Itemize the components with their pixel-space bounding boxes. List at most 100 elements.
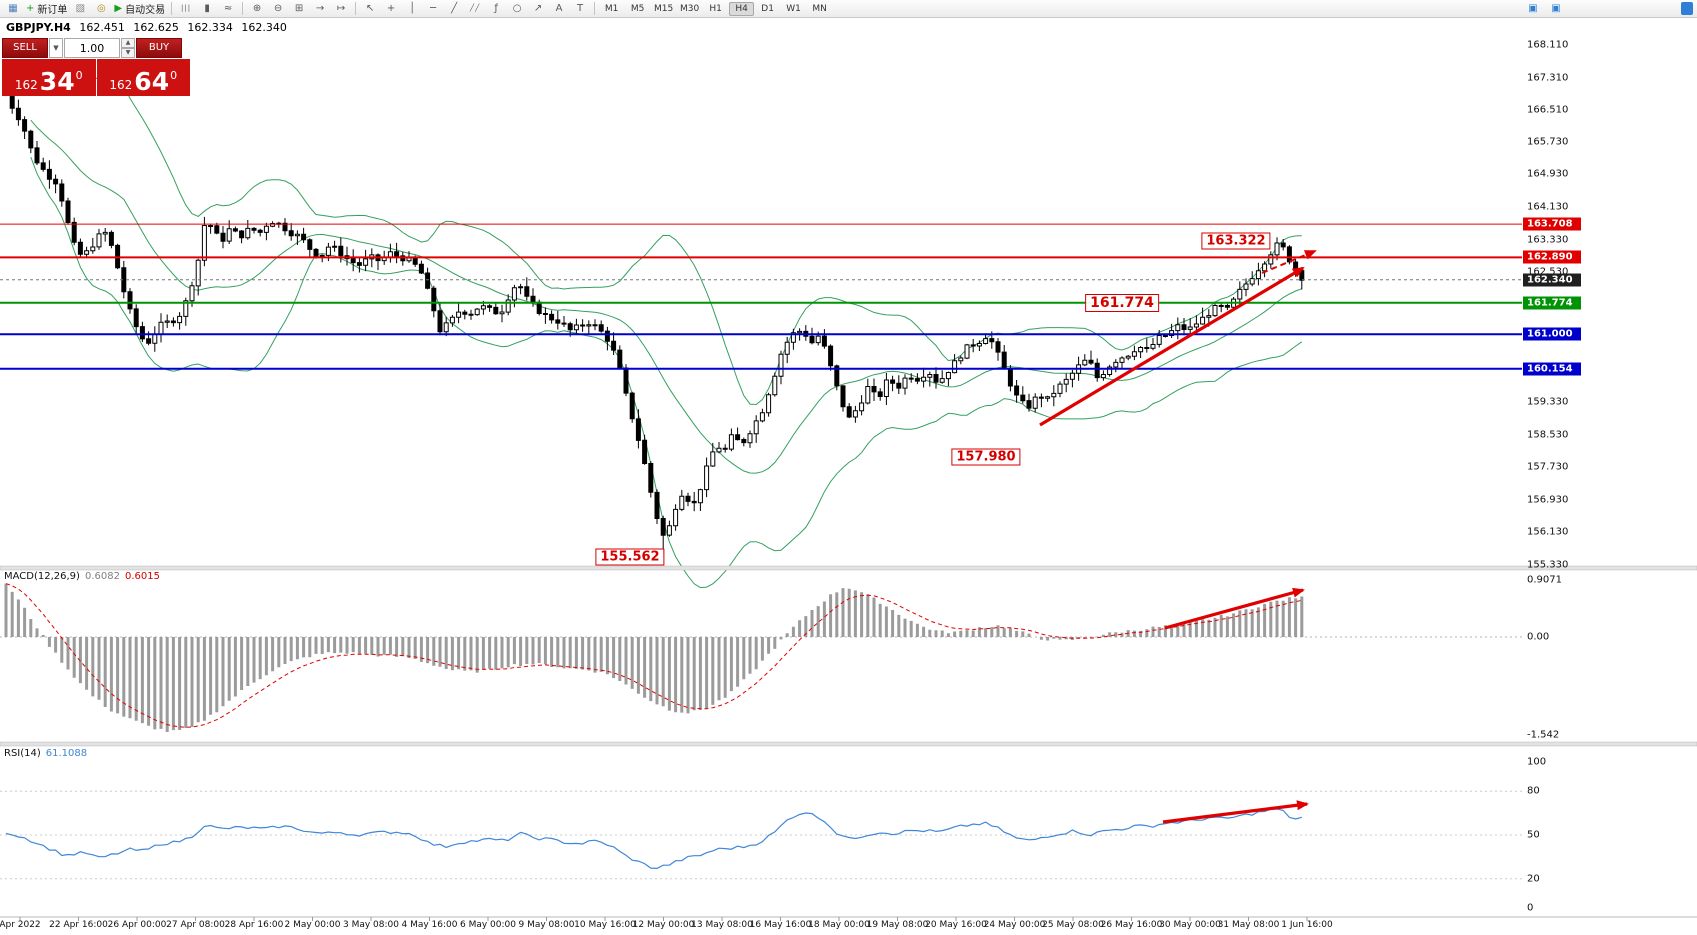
crosshair-icon[interactable]: + bbox=[381, 1, 401, 16]
new-order-button[interactable]: + 新订单 bbox=[24, 1, 69, 16]
macd-trend-arrow[interactable] bbox=[1164, 587, 1305, 630]
price-annotation-label[interactable]: 163.322 bbox=[1201, 232, 1271, 250]
zoom-in-icon[interactable]: ⊕ bbox=[247, 1, 267, 16]
macd-axis-tick: -1.542 bbox=[1527, 729, 1560, 741]
chart-panel-icon-1[interactable]: ▣ bbox=[1523, 1, 1543, 16]
volume-input[interactable] bbox=[64, 38, 120, 58]
buy-price-int: 162 bbox=[109, 77, 133, 92]
time-axis-label: 4 May 16:00 bbox=[401, 920, 458, 930]
spinner-up-icon[interactable]: ▲ bbox=[121, 38, 135, 48]
zoom-out-icon[interactable]: ⊖ bbox=[268, 1, 288, 16]
macd-indicator-label: MACD(12,26,9) 0.6082 0.6015 bbox=[4, 571, 160, 582]
rsi-axis-tick: 50 bbox=[1527, 829, 1540, 841]
timeframe-button-w1[interactable]: W1 bbox=[786, 3, 801, 14]
main-toolbar: ▦ + 新订单 ▧ ◎ ▶ 自动交易 ||| ▮ ≈ ⊕ ⊖ ⊞ → ↦ ↖ + │ ─ ╱ ╱╱ ƒ ○ ↗ A T M1 M5 M1… bbox=[0, 0, 1697, 18]
toolbar-right-icons: ▣ ▣ bbox=[1523, 1, 1566, 16]
fibonacci-icon[interactable]: ƒ bbox=[486, 1, 506, 16]
time-axis-label: 2 May 00:00 bbox=[284, 920, 341, 930]
time-axis-label: 28 Apr 16:00 bbox=[224, 920, 284, 930]
trendline-icon[interactable]: ╱ bbox=[444, 1, 464, 16]
horizontal-line-icon: ─ bbox=[430, 2, 437, 14]
rsi-axis-tick: 20 bbox=[1527, 873, 1540, 885]
timeframe-button-h1[interactable]: H1 bbox=[709, 3, 722, 14]
time-axis-label: 27 Apr 08:00 bbox=[166, 920, 225, 930]
timeframe-button-m15[interactable]: M15 bbox=[653, 3, 674, 14]
trend-arrows bbox=[1039, 250, 1317, 824]
price-annotation-label[interactable]: 155.562 bbox=[595, 548, 665, 566]
text-tool-icon[interactable]: A bbox=[549, 1, 569, 16]
chart-shift-icon: ↦ bbox=[336, 2, 346, 14]
sell-price-display[interactable]: 162 34 0 bbox=[2, 59, 96, 96]
price-annotation-label[interactable]: 161.774 bbox=[1085, 294, 1159, 312]
chart-panel-icon-2[interactable]: ▣ bbox=[1546, 1, 1566, 16]
time-axis-label: 22 Apr 16:00 bbox=[49, 920, 108, 930]
price-axis-tick: 164.930 bbox=[1527, 168, 1569, 180]
sell-button[interactable]: SELL bbox=[2, 38, 48, 58]
channel-icon: ╱╱ bbox=[469, 4, 481, 12]
price-axis-tick: 168.110 bbox=[1527, 39, 1569, 51]
label-tool-icon[interactable]: T bbox=[570, 1, 590, 16]
time-axis-label: 1 Jun 16:00 bbox=[1281, 920, 1333, 930]
timeframe-button-d1[interactable]: D1 bbox=[761, 3, 774, 14]
ohlc-open: 162.451 bbox=[79, 21, 125, 34]
channel-icon[interactable]: ╱╱ bbox=[465, 1, 485, 16]
rsi-axis-tick: 100 bbox=[1527, 756, 1547, 768]
rsi-value: 61.1088 bbox=[45, 748, 88, 759]
macd-panel-splitter[interactable] bbox=[0, 565, 1697, 571]
rsi-trend-arrow[interactable] bbox=[1162, 800, 1309, 824]
charts-grid-icon[interactable]: ▦ bbox=[3, 1, 23, 16]
timeframe-button-h4[interactable]: H4 bbox=[729, 1, 755, 16]
tile-windows-icon[interactable]: ⊞ bbox=[289, 1, 309, 16]
candlestick-icon[interactable]: ▮ bbox=[197, 1, 217, 16]
volume-spinner[interactable]: ▲ ▼ bbox=[121, 38, 135, 58]
cursor-icon[interactable]: ↖ bbox=[360, 1, 380, 16]
chart-shift-icon[interactable]: ↦ bbox=[331, 1, 351, 16]
timeframe-button-m30[interactable]: M30 bbox=[679, 3, 700, 14]
price-axis-tick: 166.510 bbox=[1527, 104, 1569, 116]
rsi-panel-splitter[interactable] bbox=[0, 741, 1697, 747]
sell-price-point: 0 bbox=[75, 69, 83, 82]
chart-profiles-icon[interactable]: ▧ bbox=[70, 1, 90, 16]
symbol-name: GBPJPY.H4 bbox=[6, 21, 71, 34]
ohlc-high: 162.625 bbox=[133, 21, 179, 34]
auto-trading-button[interactable]: ▶ 自动交易 bbox=[112, 1, 167, 16]
price-axis-tick: 155.330 bbox=[1527, 559, 1569, 571]
timeframe-button-m5[interactable]: M5 bbox=[630, 3, 645, 14]
time-axis-label: 30 May 00:00 bbox=[1159, 920, 1221, 930]
arrows-tool-icon[interactable]: ↗ bbox=[528, 1, 548, 16]
time-axis-label: 31 May 08:00 bbox=[1217, 920, 1280, 930]
timeframe-button-m1[interactable]: M1 bbox=[604, 3, 619, 14]
new-order-button-label: 新订单 bbox=[37, 5, 68, 16]
symbol-ohlc-readout: GBPJPY.H4 162.451 162.625 162.334 162.34… bbox=[6, 21, 292, 34]
horizontal-line-icon[interactable]: ─ bbox=[423, 1, 443, 16]
price-axis-tick: 158.530 bbox=[1527, 429, 1569, 441]
timeframe-button-mn[interactable]: MN bbox=[812, 3, 827, 14]
alerts-icon[interactable]: ◎ bbox=[91, 1, 111, 16]
ohlc-close: 162.340 bbox=[241, 21, 287, 34]
text-tool-icon: A bbox=[555, 2, 563, 14]
volume-dropdown-icon[interactable]: ▼ bbox=[49, 38, 63, 58]
shapes-icon[interactable]: ○ bbox=[507, 1, 527, 16]
shapes-icon: ○ bbox=[512, 2, 522, 14]
buy-price-display[interactable]: 162 64 0 bbox=[96, 59, 190, 96]
time-axis-label: 6 May 00:00 bbox=[460, 920, 516, 930]
rsi-axis-tick: 0 bbox=[1527, 902, 1534, 914]
vertical-line-icon[interactable]: │ bbox=[402, 1, 422, 16]
macd-histogram bbox=[4, 583, 1304, 732]
line-chart-icon[interactable]: ≈ bbox=[218, 1, 238, 16]
trade-price-row: 162 34 0 162 64 0 bbox=[2, 59, 190, 96]
price-trend-arrow[interactable] bbox=[1039, 266, 1305, 427]
spinner-down-icon[interactable]: ▼ bbox=[121, 48, 135, 58]
auto-scroll-icon: → bbox=[315, 2, 325, 14]
window-control-icon[interactable] bbox=[1681, 2, 1693, 15]
bollinger-upper bbox=[30, 73, 1302, 406]
time-axis-label: Apr 2022 bbox=[0, 920, 41, 930]
auto-scroll-icon[interactable]: → bbox=[310, 1, 330, 16]
price-annotation-label[interactable]: 157.980 bbox=[951, 448, 1021, 466]
buy-button[interactable]: BUY bbox=[136, 38, 182, 58]
ohlc-bars-icon[interactable]: ||| bbox=[176, 1, 196, 16]
time-axis-label: 12 May 00:00 bbox=[632, 920, 695, 930]
